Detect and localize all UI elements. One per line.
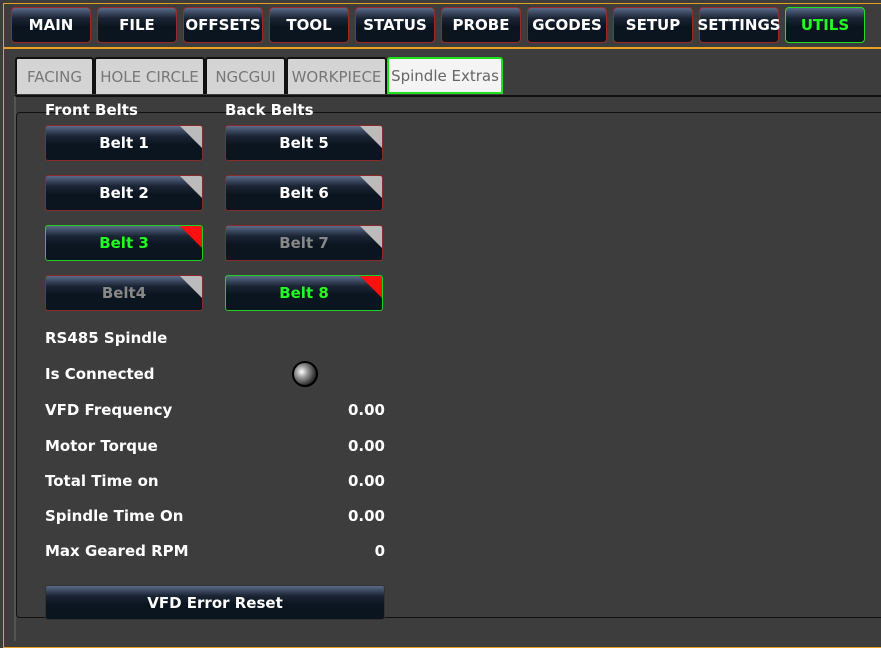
indicator-corner-icon (180, 176, 202, 198)
is-connected-label: Is Connected (45, 365, 155, 383)
belt-button[interactable]: Belt4 (45, 275, 203, 311)
indicator-corner-icon (180, 126, 202, 148)
belt-button[interactable]: Belt 1 (45, 125, 203, 161)
readout-label: VFD Frequency (45, 401, 173, 419)
indicator-corner-icon (360, 226, 382, 248)
readout-label: Total Time on (45, 472, 159, 490)
tab-hole-circle[interactable]: HOLE CIRCLE (94, 57, 205, 94)
nav-button-offsets[interactable]: OFFSETS (183, 7, 263, 43)
vfd-error-reset-button[interactable]: VFD Error Reset (45, 585, 385, 620)
front-belts-title: Front Belts (45, 101, 138, 119)
readout-value: 0.00 (347, 401, 385, 419)
spindle-extras-group (16, 112, 881, 618)
belt-label: Belt 6 (279, 184, 329, 202)
readout-value: 0.00 (347, 507, 385, 525)
readout-value: 0.00 (347, 437, 385, 455)
readout-label: Max Geared RPM (45, 542, 189, 560)
nav-button-status[interactable]: STATUS (355, 7, 435, 43)
indicator-corner-icon (180, 276, 202, 298)
readout-label: Spindle Time On (45, 507, 184, 525)
belt-button[interactable]: Belt 7 (225, 225, 383, 261)
indicator-corner-icon (360, 176, 382, 198)
nav-button-probe[interactable]: PROBE (441, 7, 521, 43)
readout-value: 0.00 (347, 472, 385, 490)
tab-ngcgui[interactable]: NGCGUI (205, 57, 286, 94)
indicator-corner-icon (360, 276, 382, 298)
nav-button-main[interactable]: MAIN (11, 7, 91, 43)
tab-panel (14, 95, 881, 641)
indicator-corner-icon (360, 126, 382, 148)
nav-frame (3, 3, 881, 48)
nav-button-file[interactable]: FILE (97, 7, 177, 43)
rs485-title: RS485 Spindle (45, 329, 168, 347)
belt-label: Belt 3 (99, 234, 149, 252)
belt-button[interactable]: Belt 3 (45, 225, 203, 261)
belt-label: Belt 2 (99, 184, 149, 202)
tab-facing[interactable]: FACING (15, 57, 94, 94)
belt-label: Belt4 (101, 284, 147, 302)
belt-button[interactable]: Belt 2 (45, 175, 203, 211)
belt-label: Belt 7 (279, 234, 329, 252)
belt-label: Belt 5 (279, 134, 329, 152)
indicator-corner-icon (180, 226, 202, 248)
nav-button-tool[interactable]: TOOL (269, 7, 349, 43)
belt-button[interactable]: Belt 6 (225, 175, 383, 211)
nav-button-utils[interactable]: UTILS (785, 7, 865, 43)
readout-label: Motor Torque (45, 437, 158, 455)
nav-button-gcodes[interactable]: GCODES (527, 7, 607, 43)
belt-label: Belt 1 (99, 134, 149, 152)
belt-label: Belt 8 (279, 284, 329, 302)
back-belts-title: Back Belts (225, 101, 314, 119)
tab-spindle-extras[interactable]: Spindle Extras (387, 57, 503, 94)
nav-button-setup[interactable]: SETUP (613, 7, 693, 43)
readout-value: 0 (374, 542, 385, 560)
nav-button-settings[interactable]: SETTINGS (697, 7, 781, 43)
connection-led-icon (292, 361, 318, 387)
tab-workpiece[interactable]: WORKPIECE (286, 57, 387, 94)
belt-button[interactable]: Belt 5 (225, 125, 383, 161)
belt-button[interactable]: Belt 8 (225, 275, 383, 311)
